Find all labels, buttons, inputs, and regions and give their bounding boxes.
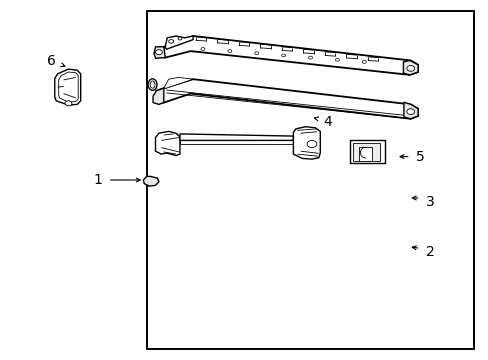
Bar <box>352 143 379 161</box>
Text: 5: 5 <box>415 150 424 163</box>
Circle shape <box>306 140 316 148</box>
Circle shape <box>254 52 258 55</box>
Ellipse shape <box>150 81 155 88</box>
Circle shape <box>281 54 285 57</box>
Polygon shape <box>156 79 417 119</box>
Polygon shape <box>403 60 417 75</box>
Circle shape <box>65 101 72 106</box>
Polygon shape <box>143 176 159 186</box>
Polygon shape <box>163 77 193 88</box>
Polygon shape <box>293 127 320 159</box>
Bar <box>359 147 371 161</box>
Circle shape <box>227 50 231 53</box>
Polygon shape <box>153 88 163 104</box>
Circle shape <box>362 60 366 63</box>
Polygon shape <box>165 36 193 49</box>
Polygon shape <box>403 102 417 119</box>
Text: 2: 2 <box>425 245 434 259</box>
Circle shape <box>335 58 339 61</box>
Text: 6: 6 <box>47 54 56 68</box>
Circle shape <box>201 48 204 50</box>
Circle shape <box>155 50 162 55</box>
Circle shape <box>406 66 414 71</box>
Circle shape <box>178 37 182 40</box>
Polygon shape <box>154 47 165 58</box>
Text: 3: 3 <box>425 195 434 208</box>
Text: 4: 4 <box>323 116 331 129</box>
Polygon shape <box>162 36 417 75</box>
Bar <box>349 140 384 163</box>
Ellipse shape <box>148 79 157 90</box>
Circle shape <box>406 109 414 114</box>
Text: 1: 1 <box>93 173 102 187</box>
Polygon shape <box>55 69 81 105</box>
Polygon shape <box>180 134 293 140</box>
Circle shape <box>308 56 312 59</box>
Bar <box>146 11 473 349</box>
Circle shape <box>168 40 173 43</box>
Polygon shape <box>155 131 180 156</box>
